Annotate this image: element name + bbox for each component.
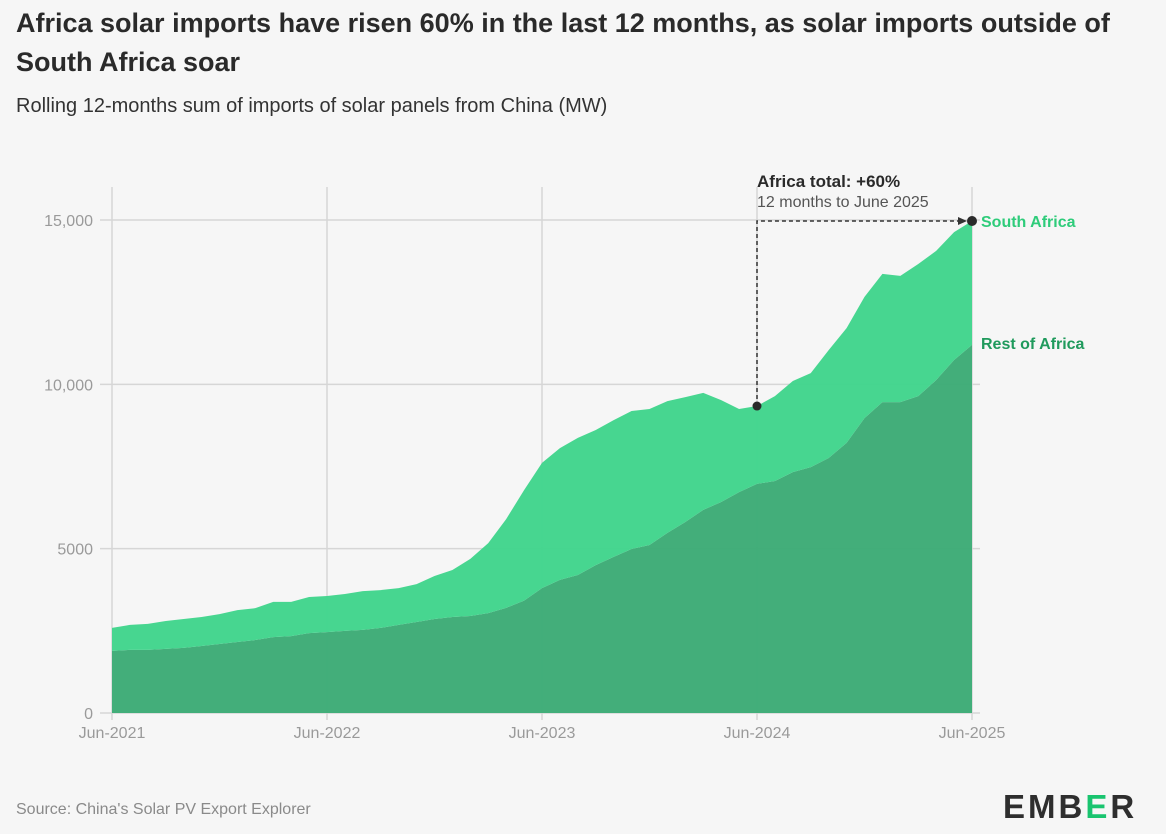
annotation-text: 12 months to June 2025 [757,194,929,211]
chart-title: Africa solar imports have risen 60% in t… [16,8,1110,77]
axis-ticks: 0 5000 10,000 15,000 Jun-2021 Jun-2022 Jun-202… [44,213,1005,742]
annotation-end-dot [967,215,977,226]
x-tick-label: Jun-2024 [724,725,791,742]
chart-subtitle: Rolling 12-months sum of imports of sola… [16,95,608,117]
y-tick-label: 0 [84,706,93,723]
x-tick-label: Jun-2021 [79,725,146,742]
area-rest-of-africa [112,344,972,713]
series-label-south-africa: South Africa [981,214,1076,231]
annotation-dashed-line [756,220,960,407]
x-tick-label: Jun-2022 [294,725,361,742]
annotation-start-dot [752,401,762,411]
annotation: Africa total: +60% 12 months to June 202… [752,172,977,411]
logo-text: EMB [1003,788,1086,825]
logo-accent-e: E [1085,788,1111,825]
area-south-africa [112,220,972,651]
y-tick-label: 10,000 [44,377,93,394]
y-tick-label: 5000 [57,542,93,559]
x-tick-label: Jun-2023 [509,725,576,742]
series-label-rest-of-africa: Rest of Africa [981,336,1085,353]
x-tick-label: Jun-2025 [939,725,1006,742]
annotation-arrowhead [958,216,967,225]
logo-text-end: R [1110,788,1138,825]
areas [112,220,972,713]
y-tick-label: 15,000 [44,213,93,230]
annotation-title: Africa total: +60% [757,172,900,191]
ember-logo: EMBER [1003,788,1137,826]
source-note: Source: China's Solar PV Export Explorer [16,801,311,818]
